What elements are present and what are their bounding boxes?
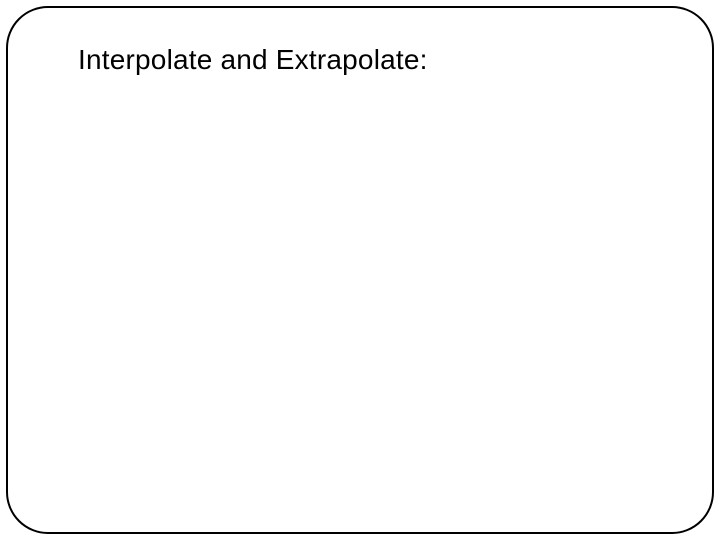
- slide-frame: Interpolate and Extrapolate:: [6, 6, 714, 534]
- slide-title: Interpolate and Extrapolate:: [78, 44, 428, 76]
